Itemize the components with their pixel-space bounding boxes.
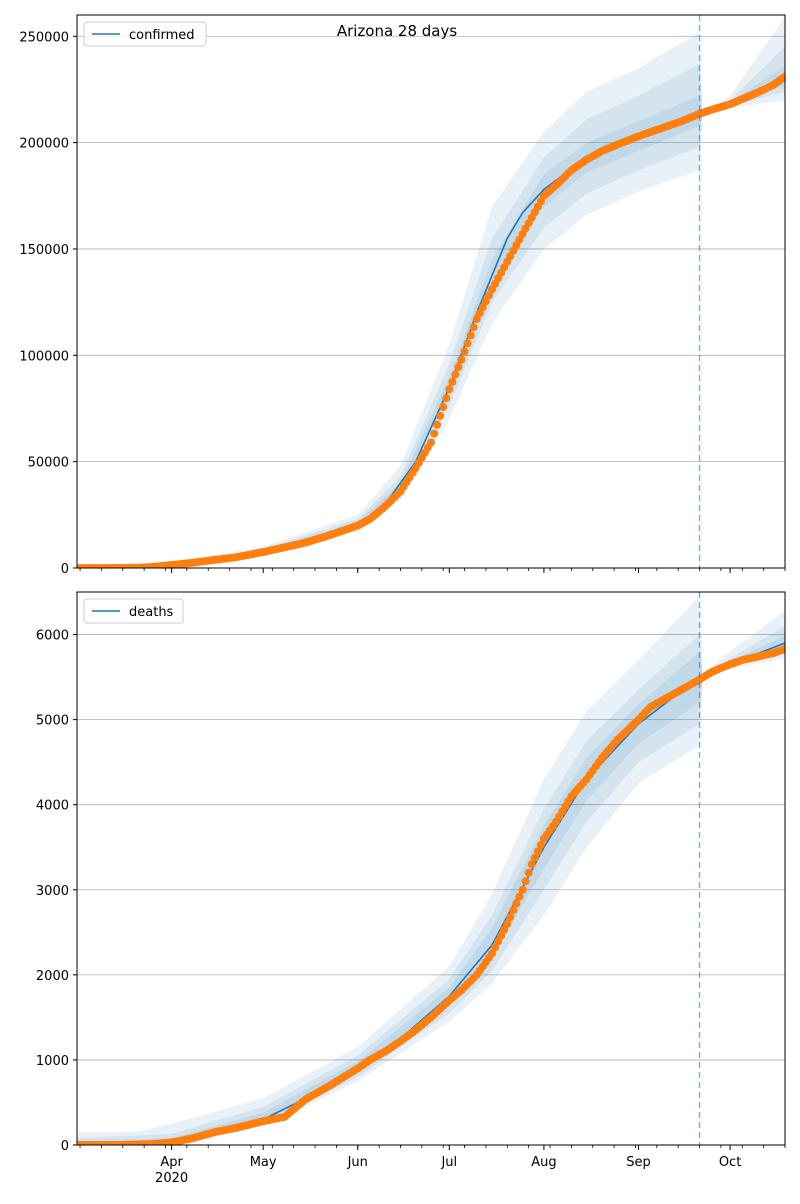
observed-point xyxy=(533,847,542,856)
observed-point xyxy=(436,411,445,420)
legend-entry: confirmed xyxy=(129,28,195,43)
observed-point xyxy=(485,291,493,300)
observed-point xyxy=(442,394,451,403)
observed-point xyxy=(478,303,487,312)
observed-point xyxy=(448,377,457,386)
y-tick-label: 4000 xyxy=(36,799,69,814)
confirmed-panel: 0 50000 100000 150000 200000 250000 confirmed xyxy=(19,14,786,577)
observed-point xyxy=(515,892,524,901)
y-tick-label: 250000 xyxy=(19,30,69,45)
band-outer xyxy=(77,17,785,568)
observed-point xyxy=(472,315,481,324)
y-tick-label: 5000 xyxy=(36,714,69,729)
y-tick-label: 3000 xyxy=(36,884,69,899)
observed-point xyxy=(430,429,439,438)
observed-point xyxy=(433,420,442,429)
observed-point xyxy=(518,885,527,894)
observed-point xyxy=(475,309,484,318)
y-tick-label: 200000 xyxy=(19,137,69,152)
plot-area xyxy=(77,596,785,1145)
y-tick-label: 6000 xyxy=(36,629,69,644)
observed-point xyxy=(503,919,512,928)
observed-point xyxy=(427,438,435,447)
x-tick-label: Jul xyxy=(440,1155,457,1170)
observed-point xyxy=(527,860,536,869)
legend-entry: deaths xyxy=(129,605,174,620)
observed-point xyxy=(466,331,475,340)
deaths-panel: 0 1000 2000 3000 4000 5000 6000 Apr May Jun Jul Aug… xyxy=(36,591,786,1186)
observed-point xyxy=(460,347,469,356)
observed-point xyxy=(509,906,518,915)
observed-point xyxy=(454,363,463,371)
observed-point xyxy=(781,72,785,81)
observed-point xyxy=(491,943,500,952)
observed-point xyxy=(521,877,530,886)
legend: deaths xyxy=(83,598,184,624)
legend: confirmed xyxy=(83,21,207,47)
observed-point xyxy=(536,841,545,850)
observed-point xyxy=(530,853,539,862)
legend-box xyxy=(83,21,207,47)
observed-point xyxy=(781,645,785,653)
legend-box xyxy=(83,598,184,624)
y-tick-label: 150000 xyxy=(19,243,69,258)
observed-point xyxy=(451,370,460,379)
x-tick-label: Aug xyxy=(531,1155,556,1170)
axes-frame xyxy=(76,591,786,1146)
observed-point xyxy=(463,339,472,348)
observed-point xyxy=(488,949,496,958)
band-middle xyxy=(77,46,785,568)
observed-point xyxy=(497,931,506,940)
observed-point xyxy=(457,355,466,364)
y-tick-label: 100000 xyxy=(19,349,69,364)
band-inner xyxy=(77,635,785,1145)
plot-area xyxy=(77,17,785,568)
figure-title: Arizona 28 days xyxy=(337,22,458,40)
observed-point xyxy=(494,937,503,946)
y-tick-label: 0 xyxy=(61,1139,69,1154)
y-tick-label: 2000 xyxy=(36,969,69,984)
band-outer xyxy=(77,596,785,1145)
observed-point xyxy=(445,385,454,394)
axes-frame xyxy=(76,14,786,569)
x-tick-label: Oct xyxy=(719,1155,741,1170)
observed-point xyxy=(469,323,478,332)
x-year-label: 2020 xyxy=(155,1171,188,1186)
y-tick-label: 50000 xyxy=(28,456,69,471)
observed-point xyxy=(506,913,515,921)
observed-point xyxy=(439,403,448,412)
x-tick-label: Sep xyxy=(626,1155,651,1170)
y-tick-label: 0 xyxy=(61,562,69,577)
x-tick-label: Jun xyxy=(347,1155,368,1170)
y-tick-label: 1000 xyxy=(36,1054,69,1069)
observed-point xyxy=(512,899,521,908)
x-tick-label: May xyxy=(250,1155,277,1170)
observed-point xyxy=(481,297,490,306)
observed-point xyxy=(524,868,533,877)
x-tick-label: Apr xyxy=(160,1155,183,1170)
observed-point xyxy=(500,925,509,934)
